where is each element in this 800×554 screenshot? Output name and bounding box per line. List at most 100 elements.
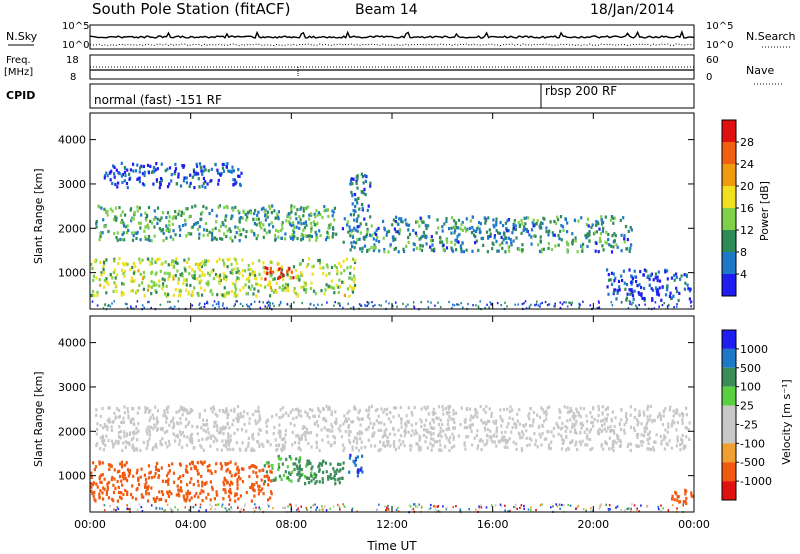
velocity-cell-0 (618, 422, 621, 426)
power-cell-0 (153, 234, 156, 238)
velocity-cell-0 (135, 431, 138, 435)
velocity-cell-0 (189, 440, 192, 444)
velocity-cell-0 (651, 420, 654, 424)
power-cell-6 (666, 284, 669, 288)
power-cell-2 (346, 266, 349, 270)
power-cell-0 (303, 207, 306, 211)
velocity-cell-0 (563, 405, 566, 409)
power-noise-cell (199, 302, 201, 305)
power-noise-cell (620, 301, 623, 304)
velocity-cell-0 (121, 420, 124, 424)
power-cell-0 (257, 210, 260, 214)
power-cell-4 (225, 164, 228, 169)
power-cell-0 (281, 221, 284, 225)
power-cell-2 (304, 281, 307, 285)
velocity-cell-0 (107, 438, 110, 443)
velocity-cell-0 (570, 409, 573, 413)
power-cell-0 (168, 215, 171, 219)
velocity-cell-1 (137, 476, 140, 480)
velocity-cell-0 (222, 443, 226, 447)
power-cell-1 (349, 234, 352, 238)
power-cell-1 (598, 240, 602, 244)
power-cell-1 (392, 218, 395, 222)
velocity-noise-cell (314, 503, 316, 506)
power-cell-4 (149, 164, 152, 168)
velocity-cell-0 (323, 426, 326, 430)
power-cell-2 (349, 284, 352, 288)
power-noise-cell (338, 302, 341, 305)
velocity-cell-0 (482, 408, 485, 412)
velocity-noise-cell (378, 503, 380, 506)
velocity-cell-0 (377, 414, 380, 418)
velocity-noise-cell (567, 503, 569, 506)
power-cell-1 (486, 250, 489, 254)
velocity-noise-cell (343, 505, 346, 508)
velocity-cell-0 (359, 436, 362, 441)
power-cell-2 (262, 261, 265, 265)
power-cell-4 (232, 178, 235, 182)
velocity-cell-0 (379, 428, 383, 432)
velocity-cell-0 (315, 441, 319, 445)
power-cell-2 (236, 267, 239, 271)
velocity-cell-4 (359, 468, 362, 472)
velocity-cell-0 (629, 413, 632, 417)
velocity-cell-1 (90, 475, 93, 479)
power-cell-6 (677, 298, 680, 303)
power-cell-2 (161, 287, 164, 291)
power-cell-2 (197, 263, 200, 267)
velocity-cell-0 (355, 441, 358, 445)
power-noise-cell (147, 301, 149, 304)
power-cell-4 (155, 162, 158, 166)
power-cell-0 (119, 213, 123, 217)
velocity-cell-0 (601, 412, 604, 416)
power-cell-2 (247, 268, 250, 272)
power-cell-1 (509, 238, 512, 242)
power-cell-1 (524, 227, 527, 231)
power-cell-6 (641, 296, 644, 300)
power-cell-2 (137, 269, 140, 273)
velocity-cell-1 (178, 494, 181, 498)
power-cell-2 (354, 258, 357, 262)
power-cell-2 (274, 288, 277, 292)
power-cell-6 (643, 297, 646, 301)
power-cell-2 (346, 287, 349, 291)
velocity-cell-1 (178, 489, 181, 493)
velocity-cell-0 (331, 425, 334, 429)
velocity-cell-1 (166, 474, 169, 478)
power-cell-0 (289, 216, 292, 220)
power-cell-0 (299, 207, 302, 211)
velocity-cell-0 (326, 428, 329, 432)
velocity-cell-0 (407, 430, 410, 434)
velocity-cell-0 (635, 418, 639, 422)
velocity-cell-0 (221, 427, 224, 431)
power-cell-1 (363, 244, 367, 248)
velocity-cell-0 (659, 417, 662, 421)
velocity-cell-0 (385, 412, 388, 416)
velocity-cell-0 (419, 436, 422, 440)
velocity-cell-0 (224, 439, 227, 443)
velocity-cell-0 (307, 431, 310, 435)
power-cell-4 (191, 175, 194, 179)
power-cell-4 (177, 175, 180, 179)
power-cell-1 (421, 234, 424, 238)
power-cell-2 (181, 274, 184, 278)
power-cell-0 (238, 228, 241, 233)
velocity-cell-0 (668, 439, 671, 443)
velocity-cell-2 (284, 470, 287, 474)
velocity-cell-0 (280, 415, 284, 419)
velocity-cell-1 (150, 476, 154, 480)
power-noise-cell (486, 303, 488, 306)
velocity-noise-cell (329, 507, 331, 510)
power-cell-1 (564, 217, 567, 222)
velocity-cell-0 (146, 440, 149, 444)
velocity-cell-3 (304, 482, 307, 486)
power-cell-1 (506, 229, 509, 233)
power-noise-cell (217, 302, 220, 305)
power-cell-2 (255, 282, 258, 286)
velocity-cell-1 (167, 477, 170, 482)
velocity-cell-3 (298, 459, 301, 463)
power-cell-1 (545, 226, 548, 230)
power-cell-2 (112, 270, 115, 275)
velocity-cell-0 (280, 438, 284, 442)
velocity-cell-0 (148, 429, 151, 434)
